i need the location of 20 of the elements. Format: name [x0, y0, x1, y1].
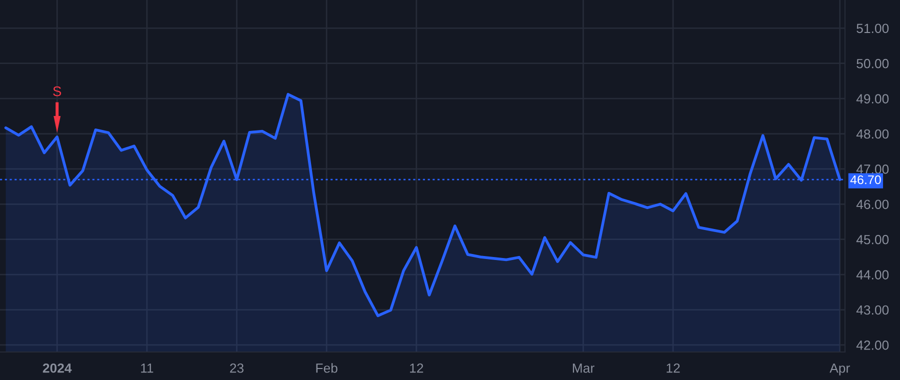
- x-tick-label: Mar: [572, 364, 594, 373]
- x-tick-label: 12: [410, 363, 424, 373]
- ref-line-label: 46.70: [850, 175, 881, 184]
- x-tick-label: Feb: [316, 363, 338, 373]
- y-tick-label: 51.00: [856, 24, 889, 34]
- x-tick-label: 11: [141, 364, 154, 373]
- y-tick-label: 47.00: [856, 164, 889, 174]
- annotation: S: [53, 86, 62, 96]
- y-tick-label: 45.00: [856, 234, 889, 244]
- y-tick-label: 49.00: [856, 94, 889, 104]
- x-tick-label: Apr: [830, 364, 850, 376]
- x-tick-label: 12: [666, 363, 680, 373]
- y-tick-label: 43.00: [856, 305, 889, 315]
- y-tick-label: 50.00: [856, 58, 889, 68]
- x-tick-label: 2024: [42, 363, 72, 373]
- y-tick-label: 42.00: [856, 340, 889, 350]
- y-tick-label: 44.00: [856, 270, 889, 280]
- y-tick-label: 46.00: [856, 200, 889, 210]
- x-tick-label: 23: [230, 363, 244, 373]
- y-tick-label: 48.00: [856, 129, 889, 139]
